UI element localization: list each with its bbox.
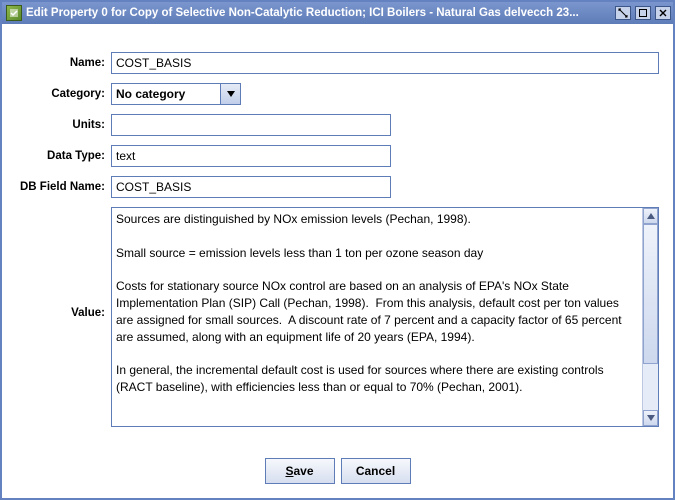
data-type-input[interactable] (111, 145, 391, 167)
window-controls (615, 6, 671, 20)
row-value: Value: Sources are distinguished by NOx … (16, 207, 659, 427)
app-icon (6, 5, 22, 21)
label-value: Value: (16, 207, 111, 319)
save-button[interactable]: Save (265, 458, 335, 484)
row-data-type: Data Type: (16, 145, 659, 167)
scroll-up-icon[interactable] (643, 208, 658, 224)
row-db-field: DB Field Name: (16, 176, 659, 198)
scroll-down-icon[interactable] (643, 410, 658, 426)
label-name: Name: (16, 57, 111, 69)
save-label-rest: ave (293, 464, 313, 478)
db-field-input[interactable] (111, 176, 391, 198)
cancel-button[interactable]: Cancel (341, 458, 411, 484)
maximize-button[interactable] (635, 6, 651, 20)
chevron-down-icon[interactable] (220, 84, 240, 104)
category-selected: No category (112, 84, 220, 104)
close-button[interactable] (655, 6, 671, 20)
scrollbar-thumb[interactable] (643, 224, 658, 364)
form: Name: Category: No category Units: Data … (16, 52, 659, 427)
label-db-field: DB Field Name: (16, 181, 111, 193)
dialog-window: Edit Property 0 for Copy of Selective No… (0, 0, 675, 500)
row-category: Category: No category (16, 83, 659, 105)
minimize-button[interactable] (615, 6, 631, 20)
label-data-type: Data Type: (16, 150, 111, 162)
label-category: Category: (16, 88, 111, 100)
name-input[interactable] (111, 52, 659, 74)
window-title: Edit Property 0 for Copy of Selective No… (26, 7, 615, 19)
value-textarea[interactable]: Sources are distinguished by NOx emissio… (112, 208, 642, 426)
title-bar[interactable]: Edit Property 0 for Copy of Selective No… (2, 2, 673, 24)
scrollbar[interactable] (642, 208, 658, 426)
row-units: Units: (16, 114, 659, 136)
category-combobox[interactable]: No category (111, 83, 241, 105)
row-name: Name: (16, 52, 659, 74)
label-units: Units: (16, 119, 111, 131)
value-textarea-wrap: Sources are distinguished by NOx emissio… (111, 207, 659, 427)
dialog-body: Name: Category: No category Units: Data … (2, 24, 673, 498)
units-input[interactable] (111, 114, 391, 136)
button-row: Save Cancel (16, 446, 659, 488)
